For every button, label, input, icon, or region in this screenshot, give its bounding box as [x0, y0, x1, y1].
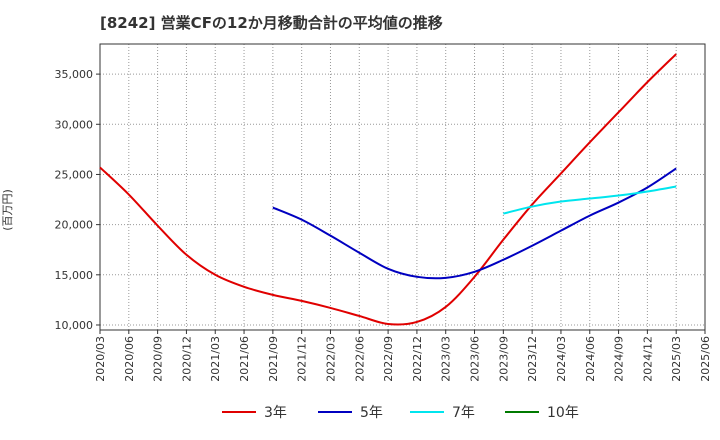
x-tick-label: 2020/12 [180, 336, 193, 382]
legend-label: 5年 [360, 405, 383, 421]
legend-label: 10年 [547, 405, 579, 421]
legend-item: 5年 [318, 402, 383, 422]
x-tick-label: 2021/06 [238, 336, 251, 382]
x-tick-label: 2022/09 [382, 336, 395, 382]
series-line-2 [503, 185, 677, 215]
x-tick-label: 2025/03 [670, 336, 683, 382]
x-tick-label: 2023/09 [497, 336, 510, 382]
x-tick-label: 2022/06 [353, 336, 366, 382]
series-line-0 [99, 53, 677, 326]
x-tick-label: 2024/09 [613, 336, 626, 382]
y-tick-label: 10,000 [55, 319, 94, 332]
legend-swatch [318, 411, 352, 413]
x-tick-label: 2021/12 [296, 336, 309, 382]
legend-label: 3年 [264, 405, 287, 421]
legend-item: 10年 [505, 402, 579, 422]
x-tick-label: 2024/06 [584, 336, 597, 382]
x-tick-label: 2023/12 [526, 336, 539, 382]
x-tick-label: 2020/03 [94, 336, 107, 382]
x-tick-label: 2021/09 [267, 336, 280, 382]
y-tick-label: 15,000 [55, 269, 94, 282]
x-tick-label: 2023/06 [469, 336, 482, 382]
legend-label: 7年 [452, 405, 475, 421]
chart-legend: 3年 5年 7年 10年 [0, 402, 720, 426]
legend-item: 3年 [222, 402, 287, 422]
x-tick-label: 2022/12 [411, 336, 424, 382]
legend-swatch [222, 411, 256, 413]
chart-title: [8242] 営業CFの12か月移動合計の平均値の推移 [100, 14, 443, 32]
x-tick-label: 2021/03 [209, 336, 222, 382]
x-tick-label: 2024/03 [555, 336, 568, 382]
x-tick-label: 2020/06 [123, 336, 136, 382]
y-tick-label: 20,000 [55, 219, 94, 232]
x-tick-label: 2024/12 [641, 336, 654, 382]
x-tick-label: 2023/03 [440, 336, 453, 382]
y-tick-label: 30,000 [55, 118, 94, 131]
x-tick-label: 2022/03 [324, 336, 337, 382]
series-line-1 [272, 167, 677, 280]
y-tick-label: 25,000 [55, 168, 94, 181]
plot-area-border [99, 43, 706, 331]
x-tick-label: 2025/06 [699, 336, 712, 382]
legend-item: 7年 [410, 402, 475, 422]
x-tick-label: 2020/09 [152, 336, 165, 382]
legend-swatch [410, 411, 444, 413]
legend-swatch [505, 411, 539, 413]
y-tick-label: 35,000 [55, 68, 94, 81]
